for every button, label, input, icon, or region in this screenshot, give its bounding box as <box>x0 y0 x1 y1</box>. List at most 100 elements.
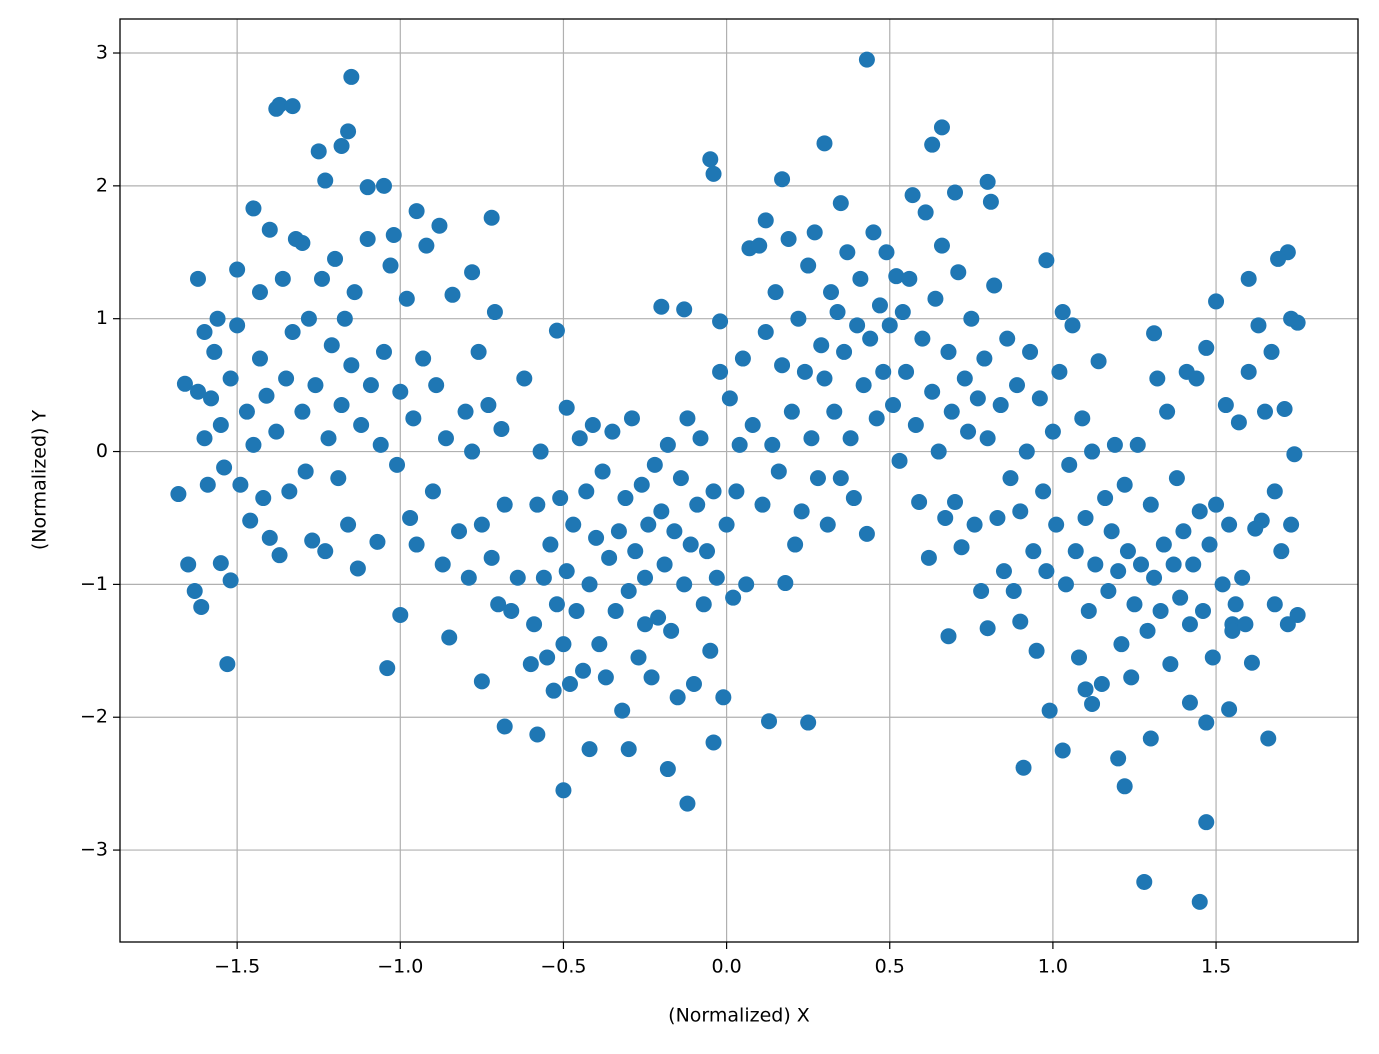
scatter-point <box>917 204 934 221</box>
scatter-point <box>581 741 598 758</box>
scatter-point <box>552 490 569 507</box>
scatter-point <box>679 410 696 427</box>
scatter-point <box>1198 714 1215 731</box>
scatter-point <box>1093 676 1110 693</box>
scatter-point <box>284 323 301 340</box>
scatter-point <box>845 490 862 507</box>
scatter-point <box>229 317 246 334</box>
points <box>170 51 1306 910</box>
scatter-point <box>545 682 562 699</box>
scatter-point <box>1159 403 1176 420</box>
scatter-point <box>1283 516 1300 533</box>
scatter-point <box>757 212 774 229</box>
scatter-point <box>871 297 888 314</box>
scatter-point <box>630 649 647 666</box>
scatter-point <box>646 456 663 473</box>
scatter-point <box>1234 569 1251 586</box>
scatter-point <box>1279 616 1296 633</box>
scatter-point <box>1221 516 1238 533</box>
scatter-point <box>1142 496 1159 513</box>
scatter-point <box>770 463 787 480</box>
scatter-point <box>1286 446 1303 463</box>
scatter-point <box>1198 814 1215 831</box>
scatter-point <box>392 606 409 623</box>
scatter-point <box>610 523 627 540</box>
scatter-point <box>663 622 680 639</box>
scatter-point <box>258 387 275 404</box>
scatter-point <box>385 227 402 244</box>
scatter-point <box>189 270 206 287</box>
scatter-point <box>1074 410 1091 427</box>
scatter-point <box>1270 250 1287 267</box>
scatter-point <box>336 310 353 327</box>
scatter-point <box>333 137 350 154</box>
scatter-point <box>206 343 223 360</box>
scatter-point <box>333 397 350 414</box>
scatter-point <box>532 443 549 460</box>
scatter-point <box>1240 363 1257 380</box>
scatter-point <box>1084 443 1101 460</box>
scatter-point <box>787 536 804 553</box>
scatter-point <box>979 430 996 447</box>
scatter-point <box>956 370 973 387</box>
scatter-point <box>911 494 928 511</box>
scatter-point <box>705 483 722 500</box>
scatter-point <box>509 569 526 586</box>
scatter-point <box>1208 496 1225 513</box>
scatter-point <box>672 470 689 487</box>
scatter-point <box>1181 694 1198 711</box>
scatter-point <box>1181 616 1198 633</box>
scatter-point <box>199 476 216 493</box>
scatter-point <box>699 543 716 560</box>
scatter-point <box>777 575 794 592</box>
scatter-point <box>548 322 565 339</box>
scatter-point <box>927 290 944 307</box>
scatter-point <box>806 224 823 241</box>
scatter-point <box>1087 556 1104 573</box>
scatter-point <box>940 628 957 645</box>
scatter-point <box>891 452 908 469</box>
scatter-point <box>803 430 820 447</box>
scatter-point <box>473 673 490 690</box>
scatter-point <box>682 536 699 553</box>
scatter-point <box>659 761 676 778</box>
scatter-point <box>1185 556 1202 573</box>
scatter-point <box>317 172 334 189</box>
scatter-point <box>535 569 552 586</box>
scatter-point <box>242 512 259 529</box>
scatter-point <box>496 718 513 735</box>
scatter-point <box>255 490 272 507</box>
scatter-point <box>924 383 941 400</box>
scatter-point <box>979 620 996 637</box>
scatter-point <box>790 310 807 327</box>
scatter-point <box>1142 730 1159 747</box>
scatter-point <box>858 51 875 68</box>
scatter-point <box>1224 622 1241 639</box>
scatter-point <box>1067 543 1084 560</box>
scatter-point <box>832 195 849 212</box>
scatter-point <box>1240 270 1257 287</box>
scatter-point <box>588 529 605 546</box>
x-tick-label: 0.0 <box>711 956 741 978</box>
scatter-point <box>1048 516 1065 533</box>
scatter-point <box>1217 397 1234 414</box>
x-tick-label: −1.5 <box>214 956 260 978</box>
scatter-point <box>963 310 980 327</box>
scatter-point <box>245 436 262 453</box>
scatter-point <box>558 399 575 416</box>
scatter-point <box>774 171 791 188</box>
scatter-point <box>1162 656 1179 673</box>
scatter-point <box>229 261 246 278</box>
scatter-point <box>865 224 882 241</box>
scatter-point <box>669 689 686 706</box>
scatter-point <box>362 377 379 394</box>
scatter-point <box>444 286 461 303</box>
scatter-point <box>591 636 608 653</box>
scatter-point <box>1119 543 1136 560</box>
scatter-point <box>1028 642 1045 659</box>
scatter-point <box>1266 596 1283 613</box>
ticks: −1.5 −1.0 −0.5 0.0 0.5 1.0 1.5 −3 −2 −1 0 1 2 3 <box>80 42 1231 978</box>
scatter-point <box>323 337 340 354</box>
